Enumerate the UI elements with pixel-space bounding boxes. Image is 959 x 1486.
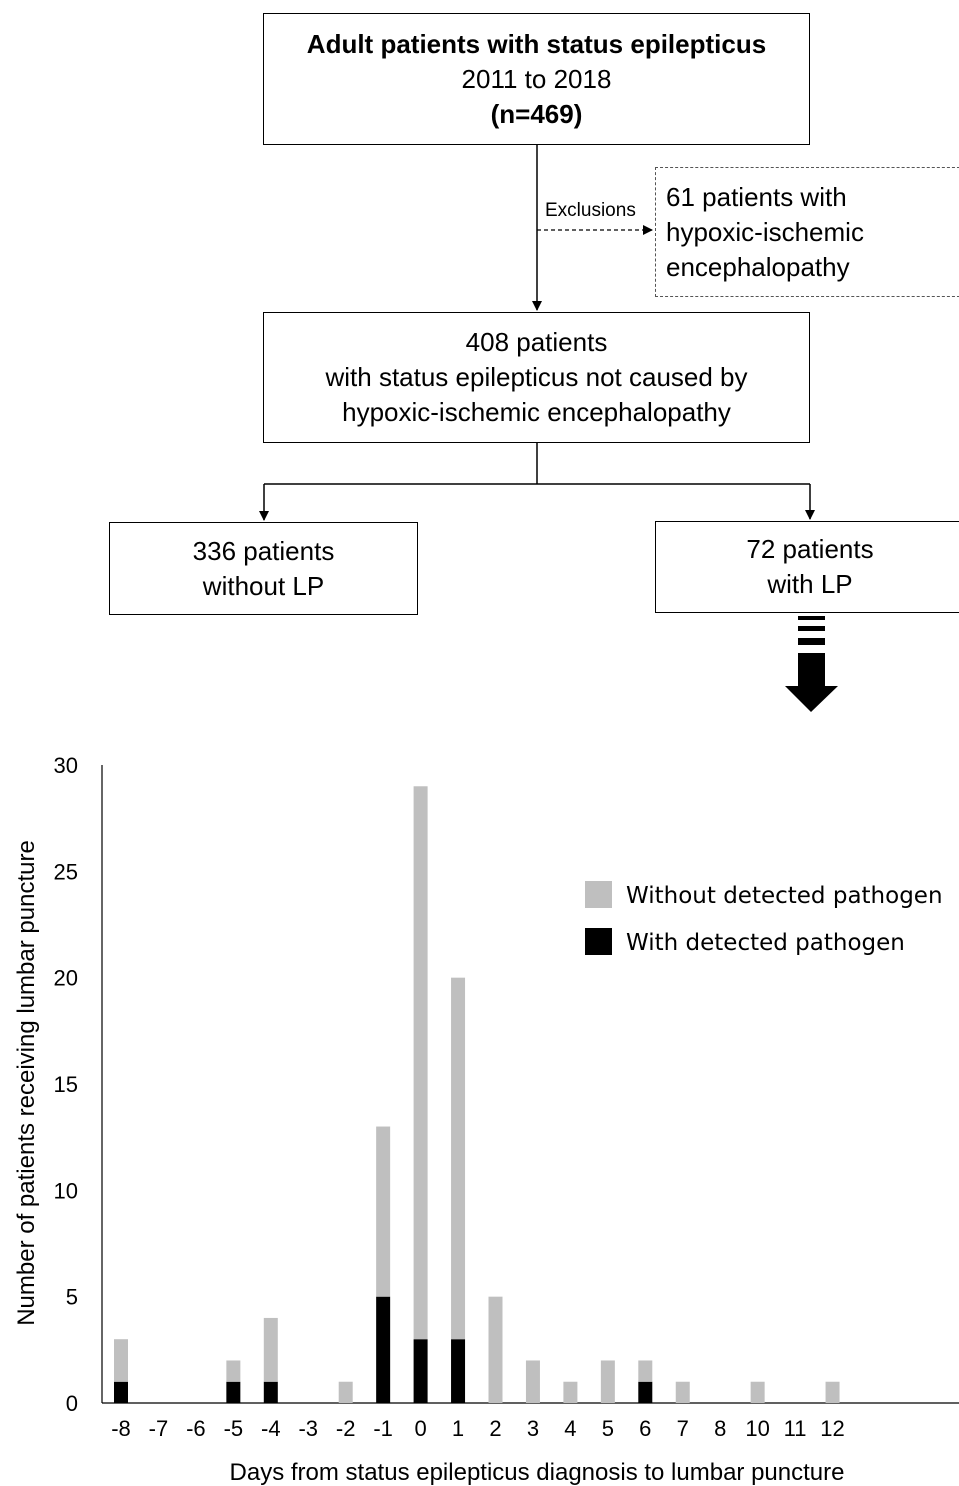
left-box-line1: 336 patients [192, 535, 335, 566]
x-tick-label: -2 [336, 1416, 356, 1441]
x-tick-label: 2 [489, 1416, 501, 1441]
y-tick-label: 5 [66, 1285, 78, 1310]
x-tick-label: 8 [714, 1416, 726, 1441]
left-box-line2: without LP [202, 570, 325, 601]
bar-without-pathogen [451, 977, 466, 1340]
top-box-title: Adult patients with status epilepticus [306, 28, 767, 59]
x-tick-label: 3 [527, 1416, 539, 1441]
bar-without-pathogen [563, 1381, 578, 1403]
x-tick-label: 4 [564, 1416, 576, 1441]
x-tick-label: -8 [111, 1416, 131, 1441]
chart-axes [101, 765, 959, 1404]
x-tick-label: 6 [639, 1416, 651, 1441]
chart-bars [114, 786, 840, 1403]
top-box-count: (n=469) [490, 98, 583, 129]
legend-swatch-with [585, 928, 612, 955]
bar-with-pathogen [413, 1339, 428, 1403]
bar-without-pathogen [825, 1381, 840, 1403]
chart-x-tick-labels: -8 -7 -6 -5 -4 -3 -2 -1 0 1 2 3 4 5 6 7 8 10 11 12 [111, 1416, 845, 1441]
x-tick-label: -3 [298, 1416, 318, 1441]
bar-with-pathogen [638, 1381, 653, 1403]
bar-without-pathogen [226, 1360, 241, 1382]
y-tick-label: 0 [66, 1391, 78, 1416]
bar-without-pathogen [600, 1360, 615, 1403]
top-box-years: 2011 to 2018 [461, 63, 612, 94]
right-box-line1: 72 patients [746, 534, 874, 564]
legend-swatch-without [585, 881, 612, 908]
bar-without-pathogen [750, 1381, 765, 1403]
legend: Without detected pathogen With detected … [585, 881, 943, 956]
top-box: Adult patients with status epilepticus 2… [263, 13, 810, 145]
y-tick-label: 30 [54, 753, 78, 778]
x-tick-label: -6 [186, 1416, 206, 1441]
x-tick-label: 5 [602, 1416, 614, 1441]
legend-label-with: With detected pathogen [626, 930, 905, 956]
exclusions-label: Exclusions [545, 200, 636, 221]
bar-without-pathogen [413, 786, 428, 1340]
bar-with-pathogen [114, 1381, 128, 1403]
exclusion-box-line3: encephalopathy [666, 251, 850, 282]
bar-without-pathogen [525, 1360, 540, 1403]
exclusion-box-line2: hypoxic-ischemic [666, 216, 864, 247]
right-box: 72 patients with LP [655, 521, 959, 613]
bar-without-pathogen [376, 1126, 391, 1297]
bar-without-pathogen [338, 1381, 353, 1403]
y-axis-title: Number of patients receiving lumbar punc… [13, 840, 40, 1326]
exclusion-box-line1: 61 patients with [666, 181, 847, 212]
middle-box-line1: 408 patients [465, 327, 608, 357]
y-tick-label: 10 [54, 1178, 78, 1203]
big-down-arrow [785, 616, 838, 712]
bar-without-pathogen [638, 1360, 653, 1382]
y-tick-label: 15 [54, 1072, 78, 1097]
bar-without-pathogen [488, 1296, 503, 1403]
bar-without-pathogen [675, 1381, 690, 1403]
x-tick-label: 1 [452, 1416, 464, 1441]
bar-without-pathogen [114, 1339, 128, 1382]
x-tick-label: -1 [373, 1416, 393, 1441]
x-tick-label: 11 [784, 1416, 807, 1441]
x-tick-label: -5 [224, 1416, 244, 1441]
y-tick-label: 20 [54, 966, 78, 991]
bar-with-pathogen [376, 1296, 391, 1403]
y-tick-label: 25 [54, 859, 78, 884]
left-box: 336 patients without LP [109, 522, 418, 615]
x-axis-title: Days from status epilepticus diagnosis t… [230, 1459, 845, 1486]
exclusion-box: 61 patients with hypoxic-ischemic enceph… [655, 167, 959, 297]
bar-with-pathogen [451, 1339, 466, 1403]
bar-with-pathogen [263, 1381, 278, 1403]
bar-with-pathogen [226, 1381, 241, 1403]
middle-box-line3: hypoxic-ischemic encephalopathy [342, 397, 731, 427]
legend-label-without: Without detected pathogen [626, 883, 943, 909]
right-box-line2: with LP [767, 569, 853, 599]
middle-box-line2: with status epilepticus not caused by [325, 362, 748, 392]
x-tick-label: 12 [820, 1416, 844, 1441]
x-tick-label: -7 [149, 1416, 169, 1441]
middle-box: 408 patients with status epilepticus not… [263, 312, 810, 443]
x-tick-label: 10 [745, 1416, 769, 1441]
chart-y-tick-labels: 0 5 10 15 20 25 30 [54, 753, 78, 1416]
x-tick-label: -4 [261, 1416, 281, 1441]
x-tick-label: 7 [677, 1416, 689, 1441]
bar-without-pathogen [263, 1317, 278, 1382]
x-tick-label: 0 [414, 1416, 426, 1441]
